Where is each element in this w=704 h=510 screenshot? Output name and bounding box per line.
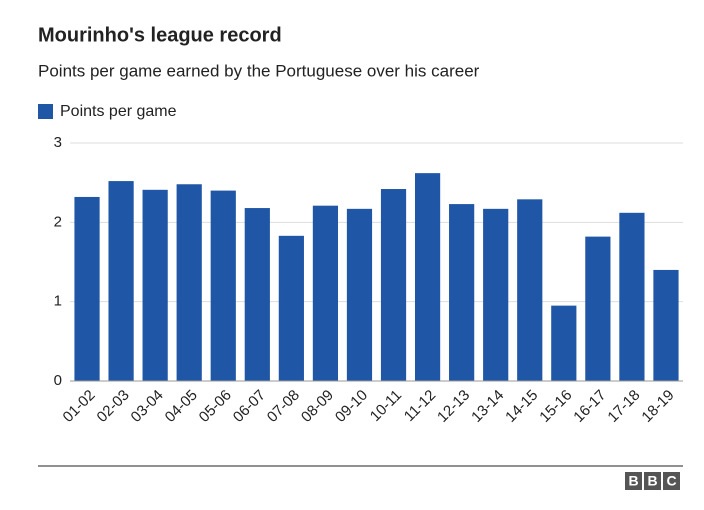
bar	[312, 205, 339, 381]
bar	[74, 196, 100, 381]
bar	[449, 204, 475, 381]
y-tick-label: 2	[54, 213, 62, 230]
logo-box	[625, 472, 642, 490]
bar	[653, 269, 679, 381]
y-tick-label: 0	[54, 372, 62, 389]
bar	[585, 236, 611, 381]
logo-box	[644, 472, 661, 490]
legend-label: Points per game	[60, 103, 177, 120]
bar	[176, 184, 202, 381]
bar	[414, 173, 441, 381]
bar	[380, 189, 407, 381]
bar	[346, 208, 373, 381]
logo-letter: B	[628, 473, 638, 489]
logo-letter: B	[647, 473, 657, 489]
bar	[619, 212, 645, 381]
legend-swatch	[38, 104, 53, 119]
logo-box	[663, 472, 680, 490]
y-tick-label: 3	[54, 134, 62, 151]
bar	[210, 190, 236, 381]
bar	[517, 199, 543, 381]
chart-title: Mourinho's league record	[38, 24, 282, 46]
bar	[244, 208, 270, 381]
y-tick-label: 1	[54, 293, 62, 310]
bar	[108, 181, 134, 381]
chart-subtitle: Points per game earned by the Portuguese…	[38, 61, 480, 80]
bar	[551, 305, 577, 381]
bar	[278, 235, 304, 381]
bar	[142, 189, 168, 381]
bar	[483, 208, 509, 381]
logo-letter: C	[666, 473, 676, 489]
